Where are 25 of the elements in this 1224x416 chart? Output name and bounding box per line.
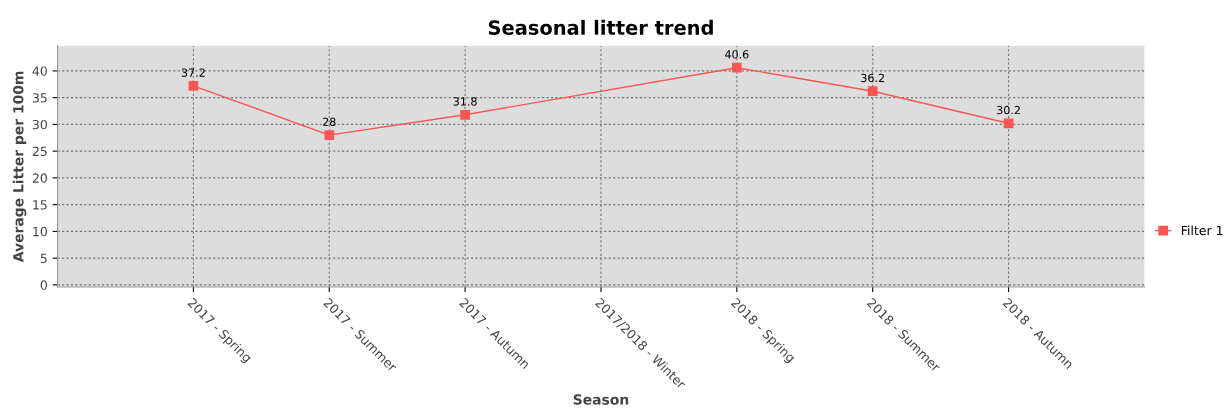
y-tick-label: 15 xyxy=(33,200,47,210)
data-label: 37.2 xyxy=(181,68,205,77)
data-label: 30.2 xyxy=(997,105,1020,115)
legend-label: Filter 1 xyxy=(1181,225,1223,236)
y-tick-label: 5 xyxy=(40,253,47,264)
chart-title: Seasonal litter trend xyxy=(488,19,713,35)
point xyxy=(867,86,878,97)
data-label: 40.6 xyxy=(725,50,749,59)
point xyxy=(188,81,199,91)
point xyxy=(460,109,470,120)
y-tick-label: 30 xyxy=(32,119,47,130)
y-tick-label: 10 xyxy=(33,226,47,237)
point xyxy=(1003,118,1014,129)
x-axis-title: Season xyxy=(573,394,629,405)
y-tick-label: 25 xyxy=(32,146,47,157)
y-tick-label: 0 xyxy=(40,280,47,290)
point xyxy=(731,62,742,73)
y-tick-label: 20 xyxy=(32,173,47,183)
data-label: 31.8 xyxy=(453,97,477,106)
y-tick-label: 40 xyxy=(32,66,47,76)
data-label: 28 xyxy=(323,117,336,127)
y-tick-label: 35 xyxy=(32,93,47,103)
y-axis-title: Average Litter per 100m xyxy=(12,71,27,263)
data-label: 36.2 xyxy=(861,73,884,83)
point xyxy=(324,130,335,140)
